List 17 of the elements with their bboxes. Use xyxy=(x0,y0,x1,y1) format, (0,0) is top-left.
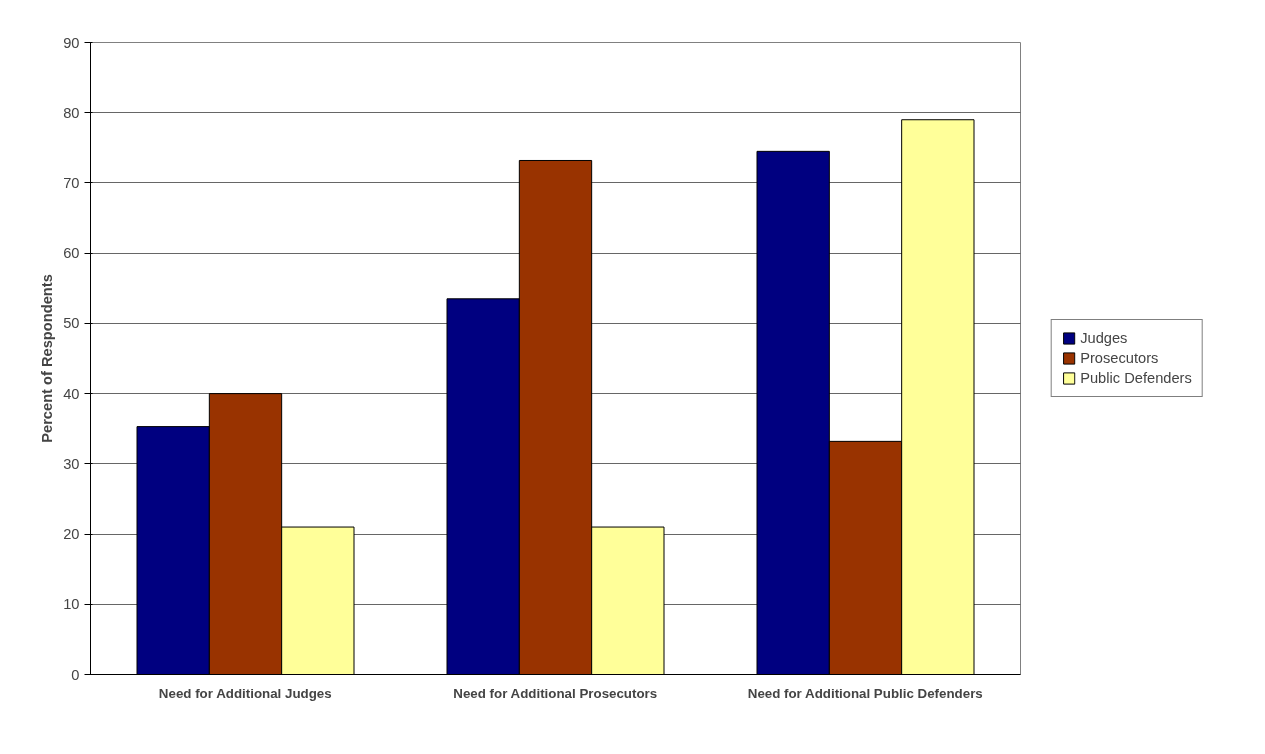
y-tick-label: 60 xyxy=(63,245,80,262)
y-tick-label: 10 xyxy=(63,596,80,613)
legend-label: Judges xyxy=(1080,330,1128,346)
y-tick-label: 0 xyxy=(71,666,80,683)
y-tick-label: 80 xyxy=(63,104,80,121)
y-tick-label: 40 xyxy=(63,385,80,402)
legend-label: Prosecutors xyxy=(1080,350,1159,366)
y-tick-label: 70 xyxy=(63,174,80,191)
y-tick-label: 20 xyxy=(63,526,80,543)
y-tick-label: 50 xyxy=(63,315,80,332)
x-tick-label: Need for Additional Prosecutors xyxy=(453,685,658,701)
y-tick-label: 30 xyxy=(63,455,80,472)
x-tick-label: Need for Additional Public Defenders xyxy=(747,685,983,701)
x-tick-label: Need for Additional Judges xyxy=(158,685,332,701)
legend-label: Public Defenders xyxy=(1080,370,1192,386)
y-axis-title: Percent of Respondents xyxy=(39,274,56,443)
y-tick-label: 90 xyxy=(63,34,80,51)
